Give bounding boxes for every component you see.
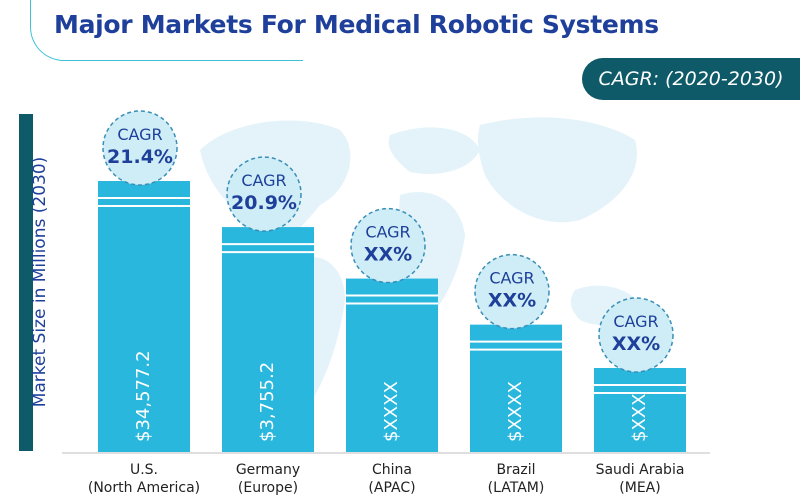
cagr-bubble <box>474 253 550 330</box>
cagr-period-badge: CAGR: (2020-2030) <box>582 58 800 100</box>
x-tick-label: China <box>372 462 412 478</box>
cagr-value-label: XX% <box>364 244 412 266</box>
x-tick-label: U.S. <box>130 462 158 478</box>
bar <box>222 227 314 452</box>
bar-value-label: $34,577.2 <box>133 350 154 442</box>
x-tick-label: Brazil <box>496 462 535 478</box>
bar <box>470 324 562 452</box>
cagr-bubble <box>350 207 426 284</box>
cagr-bubble-label: CAGR <box>117 125 162 144</box>
title-decoration-line <box>30 0 303 61</box>
bar <box>594 367 686 452</box>
cagr-bubble <box>102 110 178 186</box>
x-tick-label: Germany <box>236 462 300 478</box>
cagr-value-label: 20.9% <box>231 192 297 214</box>
cagr-bubble-label: CAGR <box>241 171 286 190</box>
x-tick-label: (North America) <box>88 480 200 496</box>
y-axis-accent-bar <box>19 114 33 451</box>
x-tick-label: (MEA) <box>619 480 660 496</box>
cagr-bubble <box>226 156 302 232</box>
page-title: Major Markets For Medical Robotic System… <box>54 10 659 39</box>
cagr-bubble-label: CAGR <box>365 223 410 242</box>
cagr-value-label: XX% <box>612 333 660 355</box>
bar <box>98 181 190 452</box>
x-tick-label: (APAC) <box>368 480 415 496</box>
cagr-bubble <box>598 297 674 373</box>
bar-value-label: $XXXX <box>505 381 526 442</box>
x-tick-label: (Europe) <box>238 480 298 496</box>
bar-value-label: $XXX <box>629 394 650 442</box>
x-tick-label: Saudi Arabia <box>596 462 685 478</box>
bar-value-label: $XXXX <box>381 381 402 442</box>
cagr-value-label: XX% <box>488 290 536 312</box>
bar <box>346 278 438 452</box>
x-tick-label: (LATAM) <box>488 480 545 496</box>
cagr-value-label: 21.4% <box>107 146 173 168</box>
bar-value-label: $3,755.2 <box>257 362 278 442</box>
cagr-bubble-label: CAGR <box>489 269 534 288</box>
cagr-bubble-label: CAGR <box>613 312 658 331</box>
